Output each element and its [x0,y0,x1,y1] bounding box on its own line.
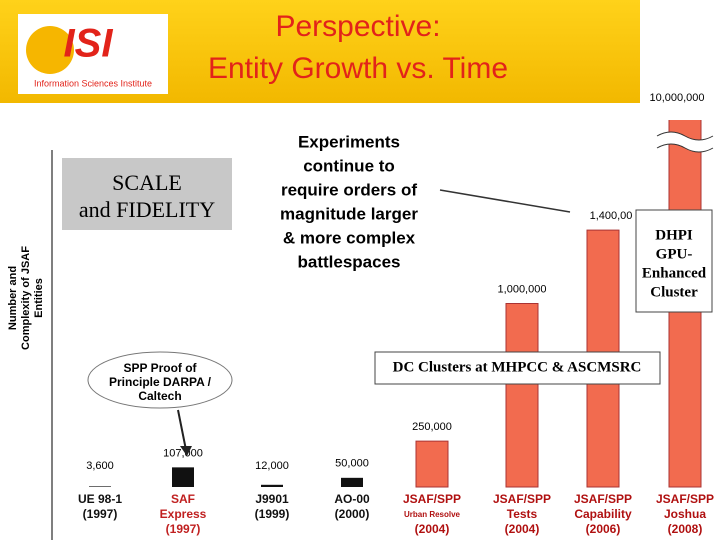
logo-sun [26,26,74,74]
title-line: Perspective: [275,10,440,43]
dhpi-text: DHPI GPU- Enhanced Cluster [642,227,707,300]
x-tick-label: JSAF/SPP [656,492,714,506]
x-tick-label: Tests [507,507,538,521]
experiments-text: Experiments continue to require orders of m… [280,132,418,271]
spp-ellipse [87,351,233,409]
annotation: battlespaces [298,252,401,271]
annotation: require orders of [281,180,417,199]
x-tick-label: (2000) [335,507,370,521]
annotation: Principle DARPA / [109,375,212,389]
logo-caption: Information Sciences Institute [34,78,152,88]
experiments-box [258,128,440,280]
arrow [439,189,571,213]
annotation: SCALE [112,170,182,195]
bar [172,467,194,487]
annotation: Enhanced [642,265,707,281]
value-label: 3,600 [86,460,114,472]
axis-break [656,131,714,141]
logo-mark: ISI [64,22,114,66]
axis-break [661,132,709,152]
annotation: & more complex [283,228,416,247]
value-label: 10,000,000 [649,92,704,104]
x-tick-label: Joshua [664,507,706,521]
annotation: and FIDELITY [79,197,215,222]
x-tick-label: UE 98-1 [78,492,122,506]
dc-box [374,351,661,385]
y-label: Number and Complexity of JSAF Entities [7,246,45,350]
annotation: magnitude larger [280,204,418,223]
x-tick-label: JSAF/SPP [574,492,632,506]
value-label: 1,000,000 [498,283,547,295]
value-label: 12,000 [255,460,289,472]
x-tick-label: (2008) [668,522,703,536]
x-tick-label: AO-00 [334,492,370,506]
arrow [177,409,187,451]
annotation: Cluster [650,284,698,300]
value-label: 50,000 [335,458,369,470]
x-tick-label: (2004) [505,522,540,536]
x-tick-label: (2006) [586,522,621,536]
x-tick-label: (2004) [415,522,450,536]
bars [89,120,702,488]
value-label: 1,400,00 [590,210,633,222]
y-label-line: Complexity of JSAF [20,246,32,350]
annotation: Caltech [138,389,181,403]
value-label: 250,000 [412,421,452,433]
bar [341,477,363,487]
value-label: 107,000 [163,447,203,459]
arrow-head [180,446,192,456]
bar [89,486,111,487]
bar [261,484,283,487]
x-tick-label: (1997) [83,507,118,521]
x-tick-label: SAF [171,492,195,506]
axis-break [656,143,714,153]
annotation: continue to [303,156,395,175]
scale-box [62,158,232,230]
dhpi-box [635,209,713,313]
x-tick-label: JSAF/SPP [403,492,461,506]
annotation: DHPI [655,227,693,243]
x-tick-label: Urban Resolve [404,510,461,519]
title-line: Entity Growth vs. Time [208,52,508,85]
bar [415,440,449,488]
annotation: Experiments [298,132,400,151]
x-tick-label: (1999) [255,507,290,521]
annotation: SPP Proof of [123,361,197,375]
bar [505,303,539,488]
x-tick-label: Capability [574,507,632,521]
y-label-line: Number and [7,266,19,330]
x-tick-label: Express [160,507,207,521]
x-tick-label: J9901 [255,492,289,506]
annotation: GPU- [656,246,693,262]
annotation: DC Clusters at MHPCC & ASCMSRC [393,359,642,375]
x-tick-label: JSAF/SPP [493,492,551,506]
x-tick-label: (1997) [166,522,201,536]
y-label-line: Entities [33,278,45,318]
